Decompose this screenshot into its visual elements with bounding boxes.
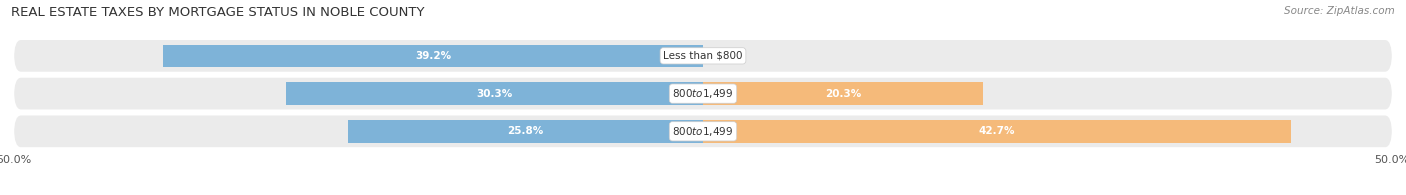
Text: 42.7%: 42.7% bbox=[979, 126, 1015, 136]
Text: Less than $800: Less than $800 bbox=[664, 51, 742, 61]
Text: 20.3%: 20.3% bbox=[825, 89, 860, 99]
Legend: Without Mortgage, With Mortgage: Without Mortgage, With Mortgage bbox=[588, 191, 818, 195]
Text: Source: ZipAtlas.com: Source: ZipAtlas.com bbox=[1284, 6, 1395, 16]
Bar bbox=[703, 82, 983, 105]
Text: 25.8%: 25.8% bbox=[508, 126, 543, 136]
Bar bbox=[703, 120, 1291, 143]
Text: $800 to $1,499: $800 to $1,499 bbox=[672, 125, 734, 138]
Text: $800 to $1,499: $800 to $1,499 bbox=[672, 87, 734, 100]
FancyBboxPatch shape bbox=[14, 78, 1392, 109]
Text: REAL ESTATE TAXES BY MORTGAGE STATUS IN NOBLE COUNTY: REAL ESTATE TAXES BY MORTGAGE STATUS IN … bbox=[11, 6, 425, 19]
Text: 30.3%: 30.3% bbox=[477, 89, 512, 99]
FancyBboxPatch shape bbox=[14, 115, 1392, 147]
FancyBboxPatch shape bbox=[14, 40, 1392, 72]
Bar bbox=[163, 44, 703, 67]
Bar bbox=[285, 82, 703, 105]
Text: 39.2%: 39.2% bbox=[415, 51, 451, 61]
Text: 0.0%: 0.0% bbox=[714, 51, 741, 61]
Bar bbox=[347, 120, 703, 143]
